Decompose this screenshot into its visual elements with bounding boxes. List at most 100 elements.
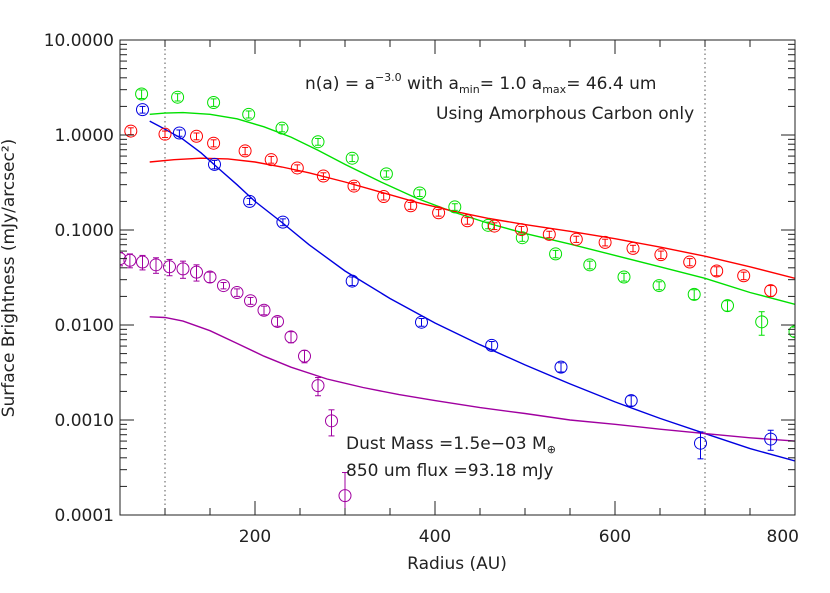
y-tick-label: 10.0000 xyxy=(44,31,114,51)
point-marker xyxy=(244,294,257,308)
point-marker xyxy=(432,206,446,220)
data-point xyxy=(432,206,446,220)
model-curve xyxy=(149,111,795,305)
data-point xyxy=(136,254,149,271)
data-points xyxy=(120,87,795,515)
data-point xyxy=(347,179,361,193)
y-axis-title: Surface Brightness (mJy/arcsec²) xyxy=(0,139,19,418)
data-point xyxy=(721,299,734,313)
point-marker xyxy=(190,129,203,143)
point-marker xyxy=(683,255,697,269)
data-point xyxy=(542,227,556,241)
data-point xyxy=(710,264,724,278)
data-point xyxy=(694,431,707,460)
point-marker xyxy=(238,144,252,158)
point-marker xyxy=(316,169,330,183)
data-point xyxy=(275,121,289,135)
data-point xyxy=(136,103,149,117)
point-marker xyxy=(345,274,359,288)
data-point xyxy=(379,167,393,181)
point-marker xyxy=(271,314,284,328)
data-point xyxy=(485,338,499,352)
point-marker xyxy=(626,241,640,255)
point-marker xyxy=(345,151,359,165)
data-point xyxy=(316,169,330,183)
point-marker xyxy=(136,103,149,117)
data-point xyxy=(290,161,304,175)
point-marker xyxy=(230,285,244,299)
point-marker xyxy=(158,127,172,141)
point-marker xyxy=(149,258,163,272)
point-marker xyxy=(404,199,418,213)
point-marker xyxy=(207,136,221,150)
point-marker xyxy=(298,349,311,363)
point-marker xyxy=(275,121,289,135)
data-point xyxy=(583,258,597,272)
data-point xyxy=(345,151,359,165)
data-point xyxy=(448,200,462,214)
data-point xyxy=(284,330,298,344)
data-point xyxy=(549,247,563,261)
data-point xyxy=(404,199,418,213)
point-marker xyxy=(290,161,304,175)
data-point xyxy=(624,394,638,408)
point-marker xyxy=(764,432,778,446)
y-tick-label: 0.1000 xyxy=(55,221,114,241)
point-marker xyxy=(549,247,563,261)
point-marker xyxy=(694,436,707,450)
data-point xyxy=(687,287,701,301)
point-marker xyxy=(203,270,217,284)
data-point xyxy=(158,127,172,141)
point-marker xyxy=(617,270,631,284)
data-point xyxy=(598,235,612,249)
point-marker xyxy=(242,107,256,121)
size-distribution-annotation: n(a) = a−3.0 with amin= 1.0 amax= 46.4 u… xyxy=(305,71,656,96)
point-marker xyxy=(598,235,612,249)
data-point xyxy=(514,223,528,237)
point-marker xyxy=(583,258,597,272)
flux-annotation: 850 um flux =93.18 mJy xyxy=(346,461,554,481)
data-point xyxy=(311,377,325,397)
data-point xyxy=(190,129,203,143)
data-point xyxy=(149,257,163,274)
model-curve xyxy=(149,157,795,279)
point-marker xyxy=(413,186,427,200)
point-marker xyxy=(764,284,778,298)
point-marker xyxy=(377,190,391,204)
point-marker xyxy=(721,299,734,313)
data-point xyxy=(377,190,391,204)
data-point xyxy=(487,219,501,233)
x-tick-label: 200 xyxy=(239,527,271,547)
model-curve xyxy=(149,316,795,442)
dust-mass-annotation: Dust Mass =1.5e−03 M⊕ xyxy=(346,434,556,456)
data-point xyxy=(176,260,190,279)
data-point xyxy=(311,135,325,149)
point-marker xyxy=(788,325,795,339)
point-marker xyxy=(379,167,393,181)
point-marker xyxy=(514,223,528,237)
data-point xyxy=(207,95,221,109)
point-marker xyxy=(276,215,290,229)
point-marker xyxy=(217,279,230,293)
point-marker xyxy=(123,253,137,267)
y-tick-label: 1.0000 xyxy=(55,126,114,146)
data-point xyxy=(243,194,257,208)
point-marker xyxy=(515,231,529,245)
point-marker xyxy=(569,232,583,246)
data-point xyxy=(415,315,428,329)
axis-ticks: 0.0001 0.0010 0.0100 0.1000 1.0000 10.0000 200… xyxy=(44,31,799,547)
point-marker xyxy=(338,489,352,503)
point-marker xyxy=(172,126,186,140)
point-marker xyxy=(311,379,325,393)
point-marker xyxy=(136,255,149,269)
x-tick-label: 600 xyxy=(599,527,631,547)
y-tick-label: 0.0100 xyxy=(55,316,114,336)
data-point xyxy=(554,360,568,374)
point-marker xyxy=(485,338,499,352)
data-point xyxy=(238,144,252,158)
data-point xyxy=(652,279,666,293)
data-point xyxy=(764,284,778,298)
x-tick-label: 400 xyxy=(419,527,451,547)
point-marker xyxy=(542,227,556,241)
